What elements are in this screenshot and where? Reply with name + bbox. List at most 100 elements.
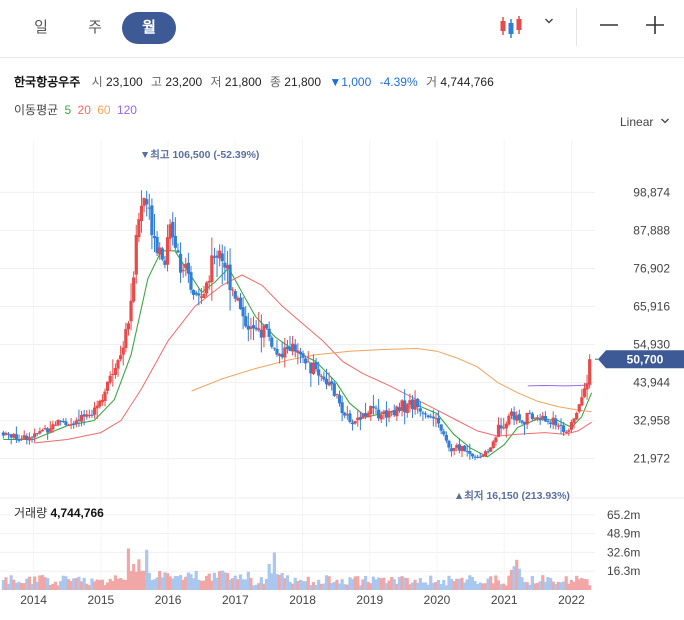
candle-body [108, 375, 112, 383]
volume-bar [9, 575, 13, 590]
volume-tick-label: 48.9m [607, 527, 640, 541]
candle-body [554, 418, 558, 426]
volume-bar [165, 573, 170, 590]
volume-bar [38, 575, 42, 590]
low-value: 21,800 [224, 75, 262, 89]
volume-bar [205, 575, 209, 590]
volume-bar [124, 579, 128, 590]
candle-body [317, 369, 321, 376]
volume-bar [496, 580, 501, 590]
volume-bar [541, 575, 545, 590]
candle-body [48, 428, 52, 432]
volume-bar [444, 585, 448, 590]
candle-body [538, 418, 542, 421]
chart-type-selector[interactable] [498, 14, 564, 40]
candle-body [259, 329, 263, 338]
volume-bar [218, 571, 222, 590]
volume-bar [569, 579, 574, 590]
tab-monthly[interactable]: 월 [122, 12, 176, 44]
volume-bar [173, 576, 177, 590]
volume-bar [400, 576, 404, 590]
volume-bar [397, 577, 402, 590]
volume-bar [103, 585, 107, 590]
change-value: ▼1,000 [329, 75, 372, 89]
scale-selector[interactable]: Linear [620, 115, 670, 129]
candle-body [90, 414, 94, 416]
volume-bar [413, 579, 417, 590]
volume-bar [489, 576, 493, 590]
volume-bar [494, 575, 498, 590]
candle-body [77, 419, 81, 421]
candle-body [361, 413, 365, 419]
volume-bar [275, 574, 279, 590]
volume-bar [176, 576, 180, 590]
volume-bar [311, 582, 316, 590]
candle-body [337, 394, 342, 404]
volume-tick-label: 32.6m [607, 545, 640, 559]
volume-bar [520, 577, 524, 590]
volume-bar [48, 584, 52, 590]
volume-bar [429, 575, 433, 590]
candle-body [194, 292, 198, 295]
volume-bar [132, 563, 136, 590]
volume-bar [105, 582, 110, 590]
candle-body [189, 272, 193, 290]
volume-bar [319, 583, 323, 590]
candle-body [218, 250, 222, 259]
candle-body [25, 435, 29, 441]
volume-bar [111, 581, 115, 590]
candle-body [233, 291, 237, 299]
candle-body [332, 383, 336, 396]
volume-bar [363, 575, 368, 590]
price-tick-label: 21,972 [633, 452, 670, 466]
volume-bar [332, 581, 336, 590]
candle-body [431, 416, 435, 419]
volume-bar [25, 578, 29, 590]
candle-body [403, 400, 407, 413]
volume-bar [22, 583, 26, 590]
candle-body [124, 328, 128, 348]
candle-body [121, 347, 125, 355]
tab-weekly[interactable]: 주 [88, 19, 102, 36]
candle-body [223, 262, 227, 268]
price-tick-label: 32,958 [633, 414, 670, 428]
volume-bar [572, 581, 576, 590]
volume-bar [207, 573, 211, 590]
volume-bar [155, 577, 159, 590]
volume-bar [395, 583, 399, 590]
volume-bar [468, 575, 472, 590]
candle-body [382, 411, 386, 414]
candle-body [439, 424, 443, 431]
open-label: 시 [91, 75, 103, 89]
volume-bar [277, 574, 282, 590]
volume-bar [418, 578, 422, 590]
candle-body [150, 205, 154, 236]
volume-bar [371, 576, 375, 590]
price-tick-label: 87,888 [633, 223, 670, 237]
candle-body [215, 255, 219, 258]
tab-daily[interactable]: 일 [34, 19, 48, 36]
candle-body [543, 415, 547, 422]
candle-body [330, 381, 334, 385]
candle-body [210, 255, 214, 282]
volume-bar [72, 578, 76, 590]
year-tick-label: 2020 [424, 593, 451, 607]
volume-bar [257, 583, 261, 590]
zoom-in-button[interactable] [644, 12, 666, 38]
volume-bar [184, 576, 188, 590]
candle-body [452, 447, 456, 451]
volume-bar [35, 581, 39, 590]
volume-bar [483, 583, 488, 590]
year-tick-label: 2019 [356, 593, 383, 607]
volume-bar [77, 576, 81, 590]
candle-body [103, 391, 107, 402]
zoom-out-button[interactable] [598, 12, 620, 38]
candle-body [116, 360, 120, 369]
volume-bar [87, 585, 91, 590]
year-tick-label: 2015 [87, 593, 114, 607]
candle-body [152, 236, 157, 239]
volume-bar [134, 571, 138, 590]
candle-body [6, 433, 11, 435]
volume-tick-label: 16.3m [607, 564, 640, 578]
volume-bar [163, 572, 167, 590]
